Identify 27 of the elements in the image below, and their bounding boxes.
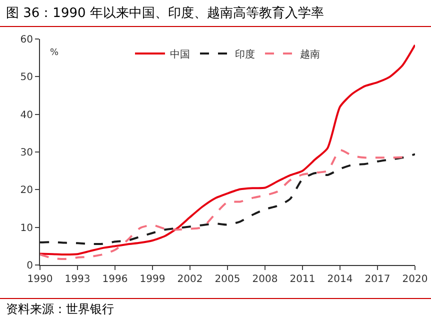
legend-label: 印度 [235,48,255,60]
x-tick-label: 1990 [27,274,53,285]
y-tick-label: 10 [20,222,33,234]
x-tick-label: 2008 [252,274,278,285]
y-tick-label: 30 [20,148,33,158]
x-tick-label: 2014 [327,274,353,285]
x-tick-label: 2011 [290,274,316,285]
line-series [40,153,415,246]
x-tick-label: 2017 [364,274,390,285]
legend-label: 中国 [170,48,190,60]
x-tick-label: 1996 [102,274,128,285]
x-tick-label: 2005 [214,274,240,285]
legend-label: 越南 [300,48,320,60]
y-tick-label: 40 [20,110,33,121]
line-series [40,44,415,256]
text: 资料来源：世界银行 [0,298,431,320]
x-tick-label: 2020 [402,274,428,285]
x-tick-label: 2002 [177,274,203,285]
chart-title: 图 36：1990 年以来中国、印度、越南高等教育入学率 [0,0,431,27]
y-axis-title: % [50,48,59,58]
y-tick-label: 20 [20,185,33,196]
x-tick-label: 1993 [64,274,90,285]
x-tick-label: 1999 [140,274,166,285]
y-tick-label: 50 [20,72,33,84]
y-tick-label: 60 [20,34,33,46]
y-tick-label: 0 [26,260,33,272]
line-series [40,149,404,260]
